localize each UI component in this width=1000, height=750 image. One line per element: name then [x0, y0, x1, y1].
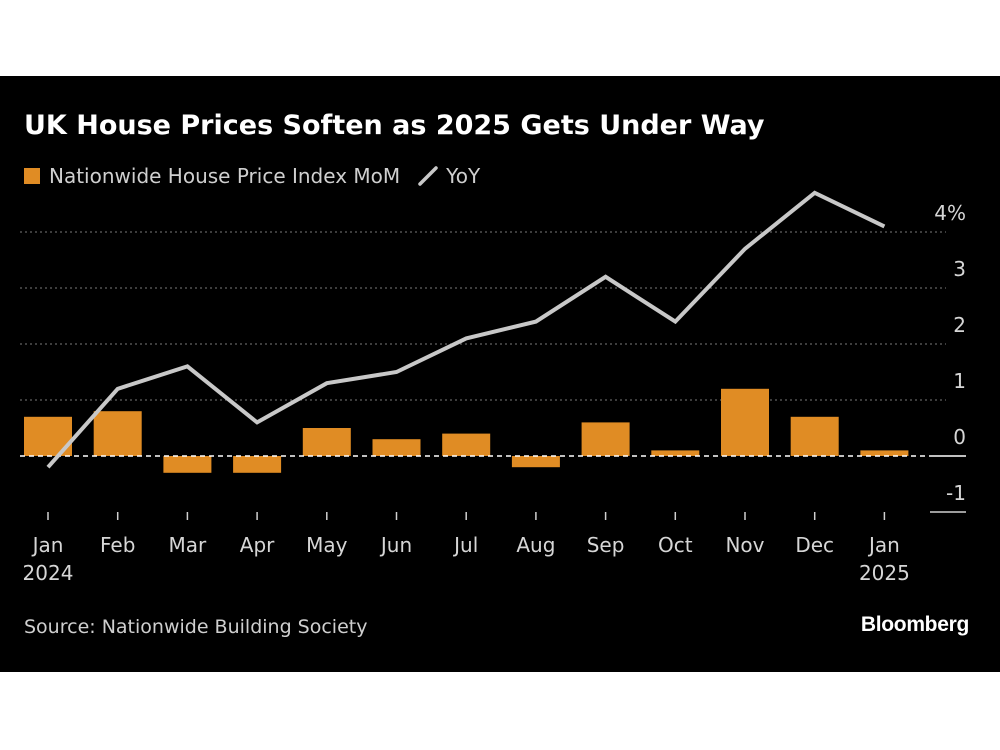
x-tick-label: Jun [379, 533, 412, 557]
x-tick-label: Dec [795, 533, 834, 557]
x-tick-label: Jul [452, 533, 478, 557]
x-tick-label: Apr [240, 533, 275, 557]
legend-line-swatch-icon [418, 166, 438, 186]
chart-title: UK House Prices Soften as 2025 Gets Unde… [24, 110, 765, 141]
legend-bar-swatch [24, 168, 40, 184]
bar-mom [163, 456, 212, 473]
legend-item-yoy: YoY [400, 164, 480, 188]
bar-mom [372, 439, 421, 456]
legend: Nationwide House Price Index MoM YoY [24, 163, 480, 189]
y-tick-label: 4% [934, 201, 966, 225]
x-tick-year: 2024 [23, 561, 74, 585]
x-tick-year: 2025 [859, 561, 910, 585]
y-tick-label: 0 [953, 425, 966, 449]
line-yoy [46, 190, 886, 469]
x-tick-label: Jan [31, 533, 64, 557]
y-tick-label: 2 [953, 313, 966, 337]
bar-mom [93, 411, 142, 456]
x-tick-label: Oct [658, 533, 693, 557]
legend-item-mom: Nationwide House Price Index MoM [24, 164, 400, 188]
chart-panel: UK House Prices Soften as 2025 Gets Unde… [0, 76, 1000, 672]
bar-mom [511, 456, 560, 468]
y-tick-label: 1 [953, 369, 966, 393]
source-note: Source: Nationwide Building Society [24, 616, 368, 638]
x-tick-label: Nov [725, 533, 764, 557]
bar-mom [233, 456, 282, 473]
y-tick-label: -1 [946, 481, 966, 505]
bar-mom [302, 428, 351, 456]
bar-mom [581, 422, 630, 456]
bloomberg-logo: Bloomberg [860, 613, 969, 636]
x-tick-label: Feb [100, 533, 135, 557]
x-tick-label: Mar [169, 533, 208, 557]
bar-mom [721, 388, 769, 456]
bar-mom [651, 450, 700, 456]
x-tick-label: May [306, 533, 348, 557]
x-tick-label: Jan [867, 533, 900, 557]
legend-label-mom: Nationwide House Price Index MoM [49, 164, 401, 188]
chart-plot: 4% 3 2 1 0 -1 Jan 2024 Feb Mar Apr May Jun Jul Aug Sep… [20, 190, 966, 585]
legend-label-yoy: YoY [446, 164, 481, 188]
bar-mom [790, 416, 839, 456]
bar-mom [442, 433, 491, 456]
x-tick-label: Sep [587, 533, 625, 557]
y-tick-label: 3 [953, 257, 966, 281]
x-tick-label: Aug [516, 533, 555, 557]
bar-mom [860, 450, 909, 456]
